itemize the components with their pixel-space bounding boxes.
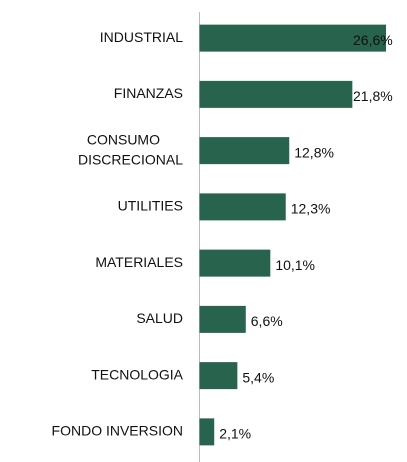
bar — [199, 249, 271, 277]
value-label: 2,1% — [219, 426, 251, 442]
bar — [199, 24, 386, 52]
category-label: TECNOLOGIA — [91, 366, 183, 382]
category-label: CONSUMO DISCRECIONAL — [78, 131, 183, 167]
bar — [199, 418, 215, 446]
bar — [199, 362, 238, 390]
category-label: INDUSTRIAL — [100, 29, 183, 45]
bar — [199, 137, 290, 165]
value-label: 21,8% — [353, 88, 393, 104]
value-label: 26,6% — [353, 32, 393, 48]
bar — [199, 305, 246, 333]
category-label: FINANZAS — [114, 85, 183, 101]
value-label: 12,8% — [294, 144, 334, 160]
value-label: 5,4% — [242, 369, 274, 385]
category-label: UTILITIES — [118, 198, 183, 214]
bar — [199, 80, 353, 108]
bar — [199, 193, 286, 221]
value-label: 10,1% — [275, 257, 315, 273]
category-label: MATERIALES — [95, 254, 183, 270]
category-label: FONDO INVERSION — [52, 423, 183, 439]
value-label: 6,6% — [251, 313, 283, 329]
category-label: SALUD — [136, 310, 183, 326]
value-label: 12,3% — [291, 201, 331, 217]
